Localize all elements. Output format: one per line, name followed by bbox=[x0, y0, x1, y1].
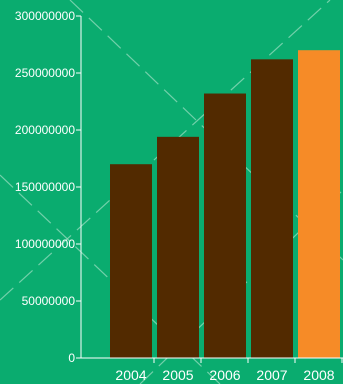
bars-group bbox=[110, 50, 340, 359]
x-tick-label: 2004 bbox=[115, 367, 146, 383]
bar-2008 bbox=[298, 50, 340, 358]
x-tick-label: 2006 bbox=[209, 367, 240, 383]
y-tick-label: 100000000 bbox=[15, 237, 75, 251]
y-tick-label: 300000000 bbox=[15, 9, 75, 23]
x-tick-label: 2005 bbox=[162, 367, 193, 383]
y-tick-label: 0 bbox=[68, 351, 75, 365]
bar-2004 bbox=[110, 164, 152, 358]
x-labels-group: 2004 2005 2006 2007 2008 bbox=[115, 358, 343, 383]
y-ticks-group: 0 50000000 100000000 150000000 200000000 2500… bbox=[15, 9, 81, 365]
y-tick-label: 200000000 bbox=[15, 123, 75, 137]
bar-2006 bbox=[204, 93, 246, 359]
y-tick-label: 50000000 bbox=[22, 294, 76, 308]
y-tick-label: 150000000 bbox=[15, 180, 75, 194]
y-tick-label: 250000000 bbox=[15, 66, 75, 80]
bar-2005 bbox=[157, 136, 199, 358]
x-tick-label: 2007 bbox=[256, 367, 287, 383]
bar-2007 bbox=[251, 59, 293, 358]
x-tick-label: 2008 bbox=[303, 367, 334, 383]
